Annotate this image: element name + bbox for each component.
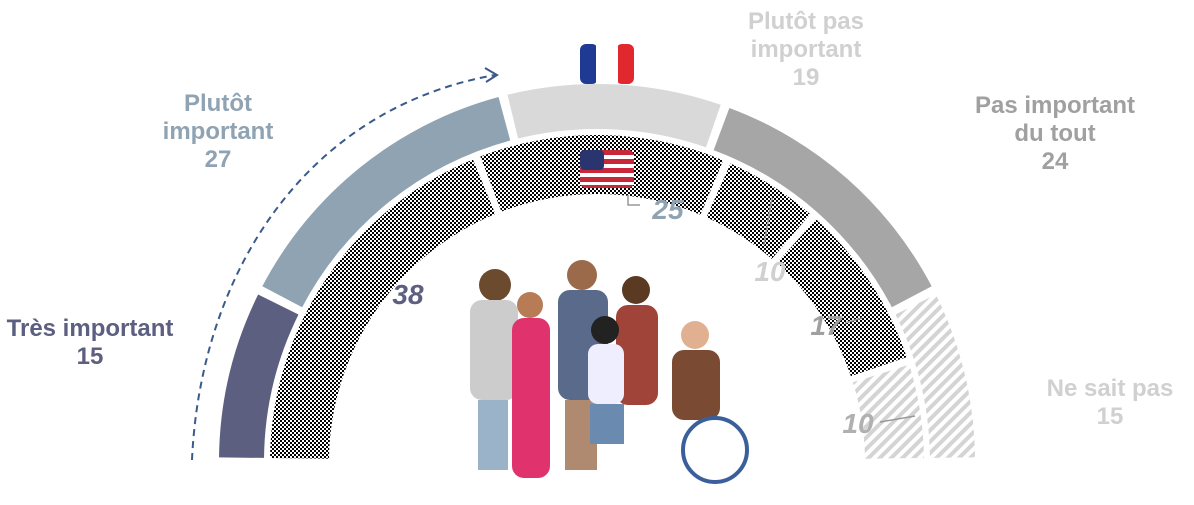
- value-label: 38: [392, 279, 424, 310]
- segment: [852, 364, 924, 459]
- leader-line: [763, 197, 773, 246]
- arrow: [191, 74, 496, 461]
- category-label: Plutôt important 27: [128, 90, 308, 174]
- category-label: Très important 15: [0, 315, 180, 371]
- flag-fr: [580, 44, 634, 84]
- people: [470, 260, 749, 484]
- value-label: 19: [792, 64, 820, 91]
- value-label: 10: [842, 408, 874, 439]
- leader-line: [627, 195, 640, 206]
- segment: [270, 159, 496, 459]
- value-label: 10: [754, 256, 786, 287]
- value-label: 17: [810, 310, 842, 341]
- value-label: 25: [652, 194, 684, 225]
- category-label: Ne sait pas 15: [1020, 375, 1194, 431]
- leader-line: [844, 317, 863, 324]
- segment: [706, 163, 811, 259]
- leader-line: [879, 415, 916, 423]
- segment: [507, 84, 721, 148]
- value-label: 24: [1041, 148, 1069, 175]
- segment: [219, 294, 299, 458]
- segment: [776, 219, 907, 377]
- segment: [262, 97, 511, 308]
- category-label: Plutôt pas important 19: [721, 8, 891, 92]
- value-label: 27: [204, 146, 232, 173]
- arrow-head: [484, 67, 499, 83]
- value-label: 15: [1096, 403, 1124, 430]
- segment: [895, 294, 975, 458]
- flag-us: [580, 150, 634, 188]
- value-label: 15: [76, 343, 104, 370]
- category-label: Pas important du tout 24: [970, 92, 1140, 176]
- segment: [713, 107, 932, 308]
